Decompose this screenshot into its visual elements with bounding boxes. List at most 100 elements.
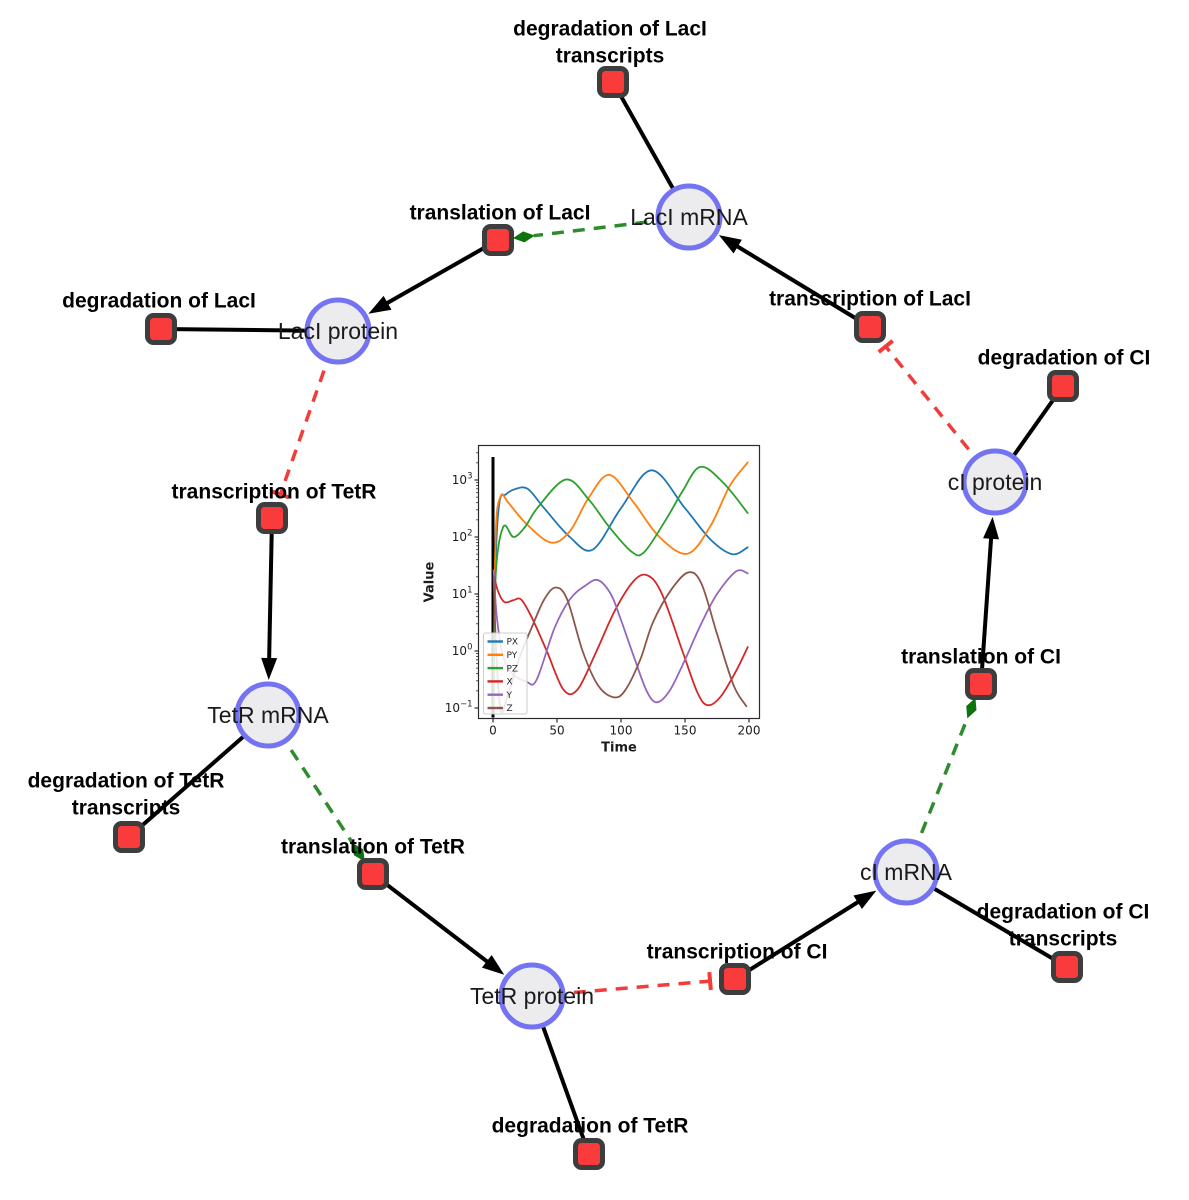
diamond-arrowhead-icon [966,697,977,719]
reaction-node-r_deg_tetr_tx [113,821,145,853]
reaction-square-icon [719,963,751,995]
x-axis-tick-label: 150 [674,724,697,738]
reaction-label-r_transl_ci-line1: translation of CI [901,646,1061,669]
reaction-label-r_txn_tetr-line1: transcription of TetR [172,481,377,504]
species-label-laci_mrna: LacI mRNA [630,204,748,230]
inhibition-tee-icon [877,339,894,354]
production-line [371,872,498,971]
reaction-label-r_txn_laci-line1: transcription of LacI [769,288,971,311]
species-circle-icon [234,681,302,749]
edge-production-r_transl_tetr-to-tetr_protein [371,872,505,975]
inhibition-tee-icon [707,971,713,991]
reaction-label-r_transl_laci-line1: translation of LacI [410,202,591,225]
x-axis-title: Time [601,741,637,756]
species-label-ci_mrna: cI mRNA [860,859,953,885]
species-circle-icon [872,838,940,906]
edges-layer [127,81,1069,1155]
reaction-label-r_transl_tetr-line1: translation of TetR [281,836,465,859]
species-label-laci_protein: LacI protein [278,318,398,344]
y-axis-tick-label: 100 [452,643,473,659]
reaction-square-icon [1051,951,1083,983]
inhibition-tee-icon [271,489,290,500]
plot-series-X [492,573,749,707]
labels-layer: LacI mRNA LacI protein TetR mRNA TetR prote… [28,18,1151,1138]
species-node-tetr_mrna [234,681,302,749]
reaction-node-r_txn_tetr [256,502,288,534]
reaction-label-r_deg_ci-line1: degradation of CI [978,347,1151,370]
reaction-node-r_transl_ci [965,668,997,700]
plot-series-PZ [492,465,749,709]
species-circle-icon [498,962,566,1030]
legend-label-Z: Z [507,704,513,714]
reaction-label-r_deg_laci_tx-line2: transcripts [556,45,665,68]
reaction-square-icon [256,502,288,534]
y-axis-tick-label: 103 [452,472,473,488]
edge-production-r_txn_ci-to-ci_mrna [733,890,877,981]
reaction-node-r_deg_laci [145,313,177,345]
species-node-laci_protein [304,297,372,365]
reaction-label-r_deg_laci-line1: degradation of LacI [62,290,256,313]
reaction-label-r_deg_tetr_tx-line2: transcripts [72,797,181,820]
arrowhead-icon [481,954,505,975]
reaction-node-r_transl_tetr [357,858,389,890]
species-node-ci_protein [961,448,1029,516]
reaction-label-r_txn_ci-line1: transcription of CI [647,941,828,964]
species-label-tetr_protein: TetR protein [470,983,594,1009]
x-axis-tick-label: 0 [489,724,497,738]
legend-label-X: X [507,678,513,688]
production-line [726,238,872,329]
edge-production-r_transl_ci-to-ci_protein [979,516,1000,685]
reaction-label-r_deg_tetr-line1: degradation of TetR [492,1115,689,1138]
reaction-label-r_deg_ci_tx-line1: degradation of CI [977,901,1150,924]
arrowhead-icon [261,657,278,681]
reaction-node-r_txn_ci [719,963,751,995]
y-axis-title: Value [423,561,438,602]
edge-production-r_txn_tetr-to-tetr_mrna [261,517,278,681]
reaction-node-r_deg_ci [1047,370,1079,402]
reaction-square-icon [482,224,514,256]
nodes-layer [113,66,1083,1170]
production-line [979,526,994,685]
legend-label-PY: PY [507,651,518,661]
arrowhead-icon [983,516,1000,540]
reaction-label-r_deg_tetr_tx-line1: degradation of TetR [28,770,225,793]
species-node-tetr_protein [498,962,566,1030]
plot-legend: PX PY PZ XYZ [483,632,528,715]
reaction-label-r_deg_laci_tx-line1: degradation of LacI [513,18,707,41]
reaction-label-r_deg_ci_tx-line2: transcripts [1009,928,1118,951]
reaction-square-icon [357,858,389,890]
diamond-arrowhead-icon [512,231,535,243]
arrowhead-icon [718,235,742,254]
reaction-square-icon [1047,370,1079,402]
diamond-arrowhead-icon [352,843,365,862]
reaction-square-icon [113,821,145,853]
reaction-node-r_deg_laci_tx [597,66,629,98]
plot-series-Y [492,569,749,704]
production-line [376,238,499,311]
species-node-ci_mrna [872,838,940,906]
edge-production-r_transl_laci-to-laci_protein [368,238,499,314]
plot-legend-box [483,632,528,715]
species-circle-icon [655,183,723,251]
reaction-square-icon [965,668,997,700]
x-axis-tick-label: 100 [610,724,633,738]
legend-label-PZ: PZ [507,664,519,674]
time-series-plot: 0 50 100 150 20010−1100101102103TimeValuePXP… [423,444,761,756]
reaction-node-r_deg_tetr [573,1138,605,1170]
reaction-node-r_transl_laci [482,224,514,256]
arrowhead-icon [853,890,877,910]
plot-series-layer [492,461,749,714]
reaction-node-r_txn_laci [854,311,886,343]
species-circle-icon [961,448,1029,516]
reaction-square-icon [854,311,886,343]
species-label-ci_protein: cI protein [948,469,1043,495]
plot-frame [477,444,761,720]
species-circle-icon [304,297,372,365]
y-axis-tick-label: 102 [452,529,473,545]
species-node-laci_mrna [655,183,723,251]
legend-label-Y: Y [506,691,513,701]
species-label-tetr_mrna: TetR mRNA [207,702,329,728]
reaction-node-r_deg_ci_tx [1051,951,1083,983]
